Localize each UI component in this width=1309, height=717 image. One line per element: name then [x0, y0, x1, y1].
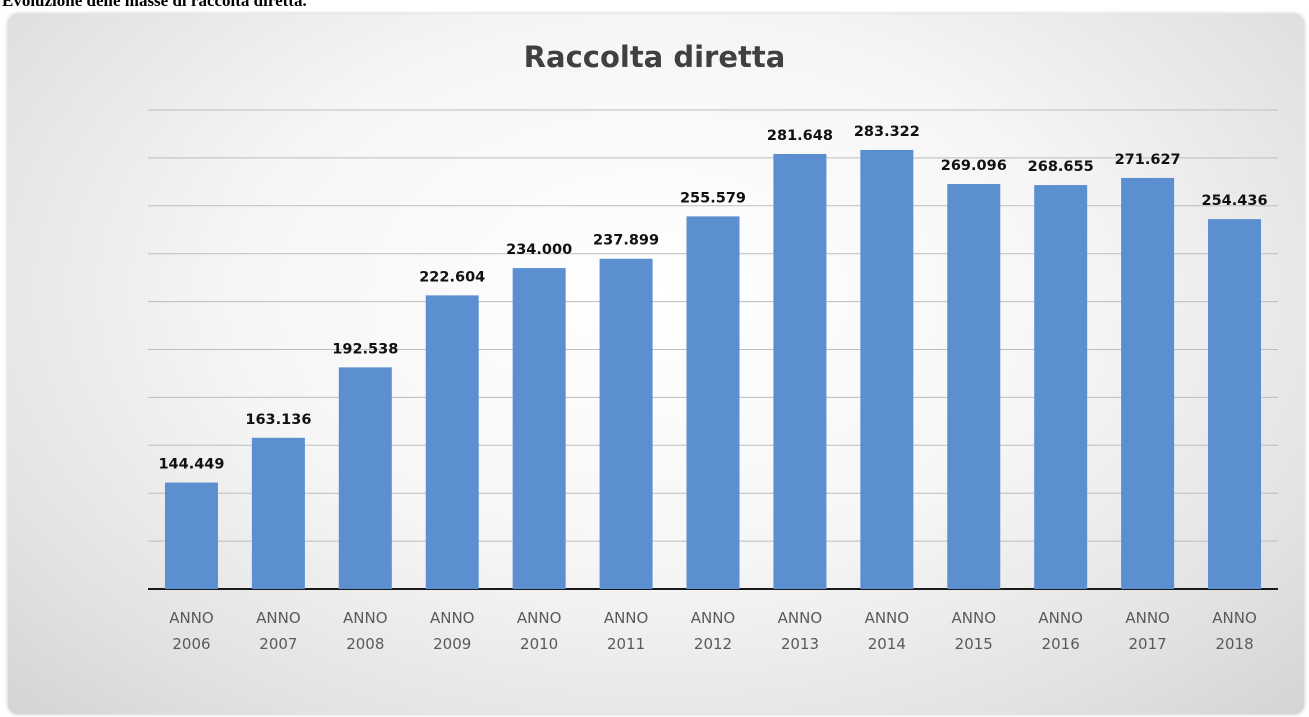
x-tick-label: 2018	[1215, 635, 1253, 653]
x-tick-label: ANNO	[604, 609, 649, 627]
data-label: 271.627	[1115, 152, 1181, 168]
x-tick-label: 2016	[1042, 635, 1080, 653]
bar-2018	[1208, 219, 1262, 589]
data-label: 237.899	[593, 233, 659, 249]
data-label: 144.449	[158, 457, 224, 473]
x-tick-label: 2014	[868, 635, 906, 653]
bar-2008	[338, 367, 392, 589]
x-tick-label: ANNO	[1212, 609, 1257, 627]
x-tick-label: ANNO	[1038, 609, 1083, 627]
data-label: 234.000	[506, 242, 572, 258]
x-tick-label: 2008	[346, 635, 384, 653]
bar-2015	[947, 184, 1001, 589]
bar-2009	[425, 295, 479, 589]
x-tick-label: 2012	[694, 635, 732, 653]
bar-2017	[1121, 177, 1175, 589]
x-tick-label: ANNO	[778, 609, 823, 627]
x-tick-label: ANNO	[1125, 609, 1170, 627]
bar-2011	[599, 258, 653, 589]
x-tick-label: 2007	[259, 635, 297, 653]
x-tick-label: 2010	[520, 635, 558, 653]
x-tick-label: 2011	[607, 635, 645, 653]
data-label: 268.655	[1028, 159, 1094, 175]
bar-2016	[1034, 185, 1088, 589]
x-tick-label: ANNO	[430, 609, 475, 627]
data-label: 222.604	[419, 269, 485, 285]
data-label: 255.579	[680, 190, 746, 206]
bar-2006	[164, 482, 218, 589]
x-tick-label: ANNO	[952, 609, 997, 627]
data-label: 283.322	[854, 124, 920, 140]
x-tick-label: ANNO	[256, 609, 301, 627]
x-tick-label: 2009	[433, 635, 471, 653]
data-label: 192.538	[332, 341, 398, 357]
x-tick-label: ANNO	[169, 609, 214, 627]
bar-2007	[251, 437, 305, 589]
bar-2012	[686, 216, 740, 589]
x-tick-label: ANNO	[517, 609, 562, 627]
bar-2013	[773, 153, 827, 589]
data-label: 163.136	[245, 412, 311, 428]
x-tick-label: ANNO	[691, 609, 736, 627]
x-tick-label: 2013	[781, 635, 819, 653]
x-tick-label: 2017	[1129, 635, 1167, 653]
bar-2014	[860, 149, 914, 589]
data-label: 254.436	[1202, 193, 1268, 209]
data-label: 269.096	[941, 158, 1007, 174]
data-label: 281.648	[767, 128, 833, 144]
x-tick-label: 2015	[955, 635, 993, 653]
bar-2010	[512, 268, 566, 589]
x-tick-label: ANNO	[343, 609, 388, 627]
chart-panel	[8, 14, 1304, 714]
x-tick-label: 2006	[172, 635, 210, 653]
x-tick-label: ANNO	[865, 609, 910, 627]
figure-caption: Evoluzione delle masse di raccolta diret…	[2, 0, 307, 10]
chart-title: Raccolta diretta	[523, 40, 786, 74]
